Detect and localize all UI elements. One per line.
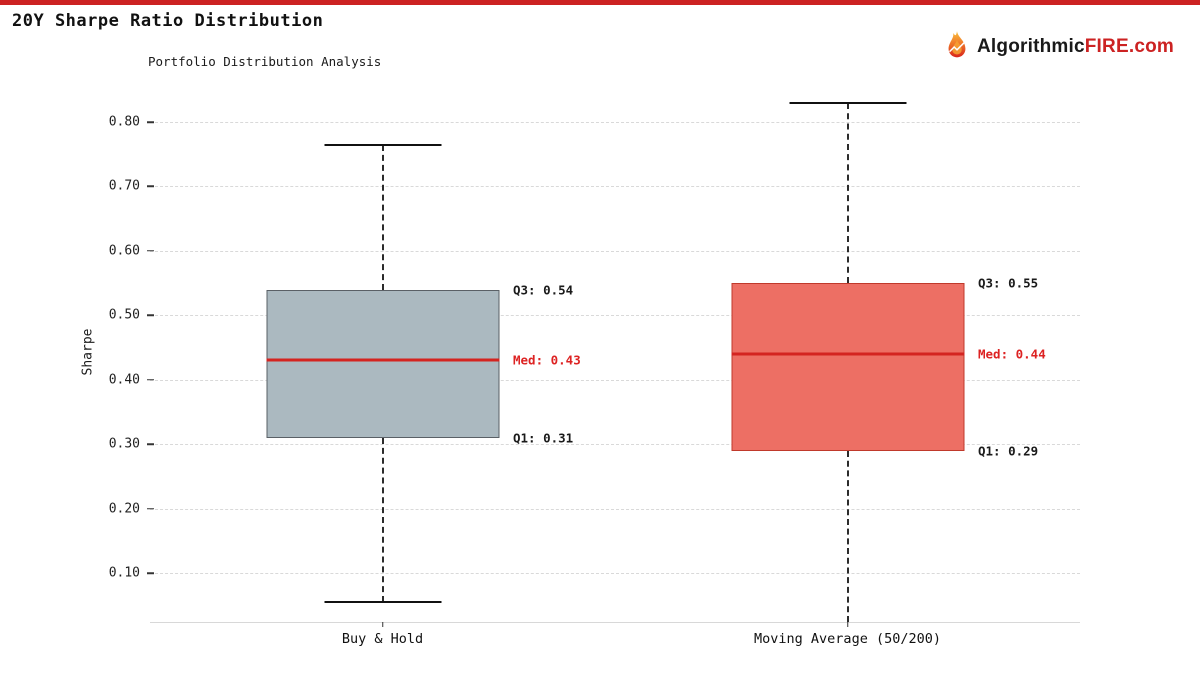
gridline <box>150 186 1080 188</box>
logo[interactable]: AlgorithmicFIRE.com <box>942 29 1174 65</box>
logo-text-suffix: .com <box>1128 36 1174 57</box>
y-tick-label: 0.70 <box>108 178 140 194</box>
annotation-q3: Q3: 0.55 <box>978 275 1039 291</box>
annotation-q1: Q1: 0.31 <box>513 430 574 446</box>
whisker-cap-high <box>324 143 441 146</box>
y-tick-mark <box>147 507 154 510</box>
gridline <box>150 573 1080 574</box>
y-tick-label: 0.60 <box>108 243 140 259</box>
whisker-upper-line <box>381 144 384 290</box>
y-tick-mark <box>147 572 154 574</box>
x-tick-mark <box>381 622 384 627</box>
median-line <box>731 352 964 356</box>
y-tick-mark <box>147 314 154 317</box>
gridline <box>150 250 1080 252</box>
boxplot-box <box>731 283 964 451</box>
annotation-median: Med: 0.43 <box>513 352 581 368</box>
gridline <box>150 379 1080 381</box>
gridline <box>150 315 1080 317</box>
annotation-q3: Q3: 0.54 <box>513 282 574 298</box>
logo-text-red: FIRE <box>1084 36 1129 57</box>
y-tick-label: 0.50 <box>108 307 140 323</box>
annotation-median: Med: 0.44 <box>978 346 1046 362</box>
gridline <box>150 508 1080 510</box>
whisker-cap-high <box>789 101 906 104</box>
whisker-cap-low <box>324 601 441 603</box>
y-tick-mark <box>147 443 154 445</box>
whisker-lower-line <box>846 450 849 622</box>
x-tick-label: Moving Average (50/200) <box>754 631 941 647</box>
y-tick-label: 0.20 <box>108 501 140 517</box>
x-axis-line <box>150 622 1080 623</box>
x-tick-label: Buy & Hold <box>341 631 424 647</box>
median-line <box>266 358 499 362</box>
y-tick-label: 0.40 <box>108 372 140 388</box>
chart-subtitle: Portfolio Distribution Analysis <box>148 54 382 69</box>
boxplot-box <box>266 289 499 438</box>
y-tick-mark <box>147 121 154 123</box>
flame-icon <box>942 30 972 64</box>
y-tick-mark <box>147 250 154 252</box>
y-tick-label: 0.30 <box>108 436 140 452</box>
gridline <box>150 122 1080 123</box>
gridline <box>150 444 1080 446</box>
y-tick-mark <box>147 185 154 188</box>
whisker-upper-line <box>846 102 849 284</box>
logo-text-black: Algorithmic <box>976 36 1085 57</box>
annotation-q1: Q1: 0.29 <box>978 443 1039 459</box>
y-tick-mark <box>147 378 154 381</box>
y-tick-label: 0.80 <box>108 114 140 130</box>
x-tick-mark <box>846 622 849 627</box>
page-title: 20Y Sharpe Ratio Distribution <box>12 11 324 31</box>
whisker-lower-line <box>381 437 384 602</box>
y-tick-label: 0.10 <box>108 565 140 581</box>
logo-text: AlgorithmicFIRE.com <box>977 36 1174 58</box>
top-accent-bar <box>0 0 1200 5</box>
